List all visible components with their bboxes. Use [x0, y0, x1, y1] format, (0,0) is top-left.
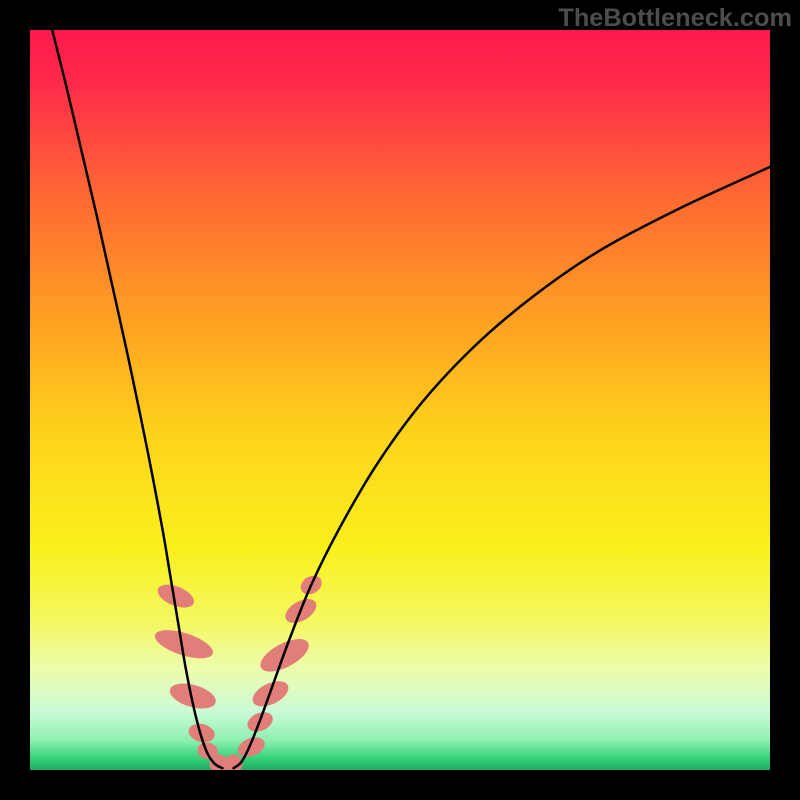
chart-frame: TheBottleneck.com	[0, 0, 800, 800]
watermark-text: TheBottleneck.com	[558, 4, 792, 33]
valley-marker	[235, 734, 268, 761]
chart-curves	[30, 30, 770, 770]
curve-right-branch	[234, 167, 771, 768]
plot-area	[30, 30, 770, 770]
valley-markers	[152, 572, 325, 770]
